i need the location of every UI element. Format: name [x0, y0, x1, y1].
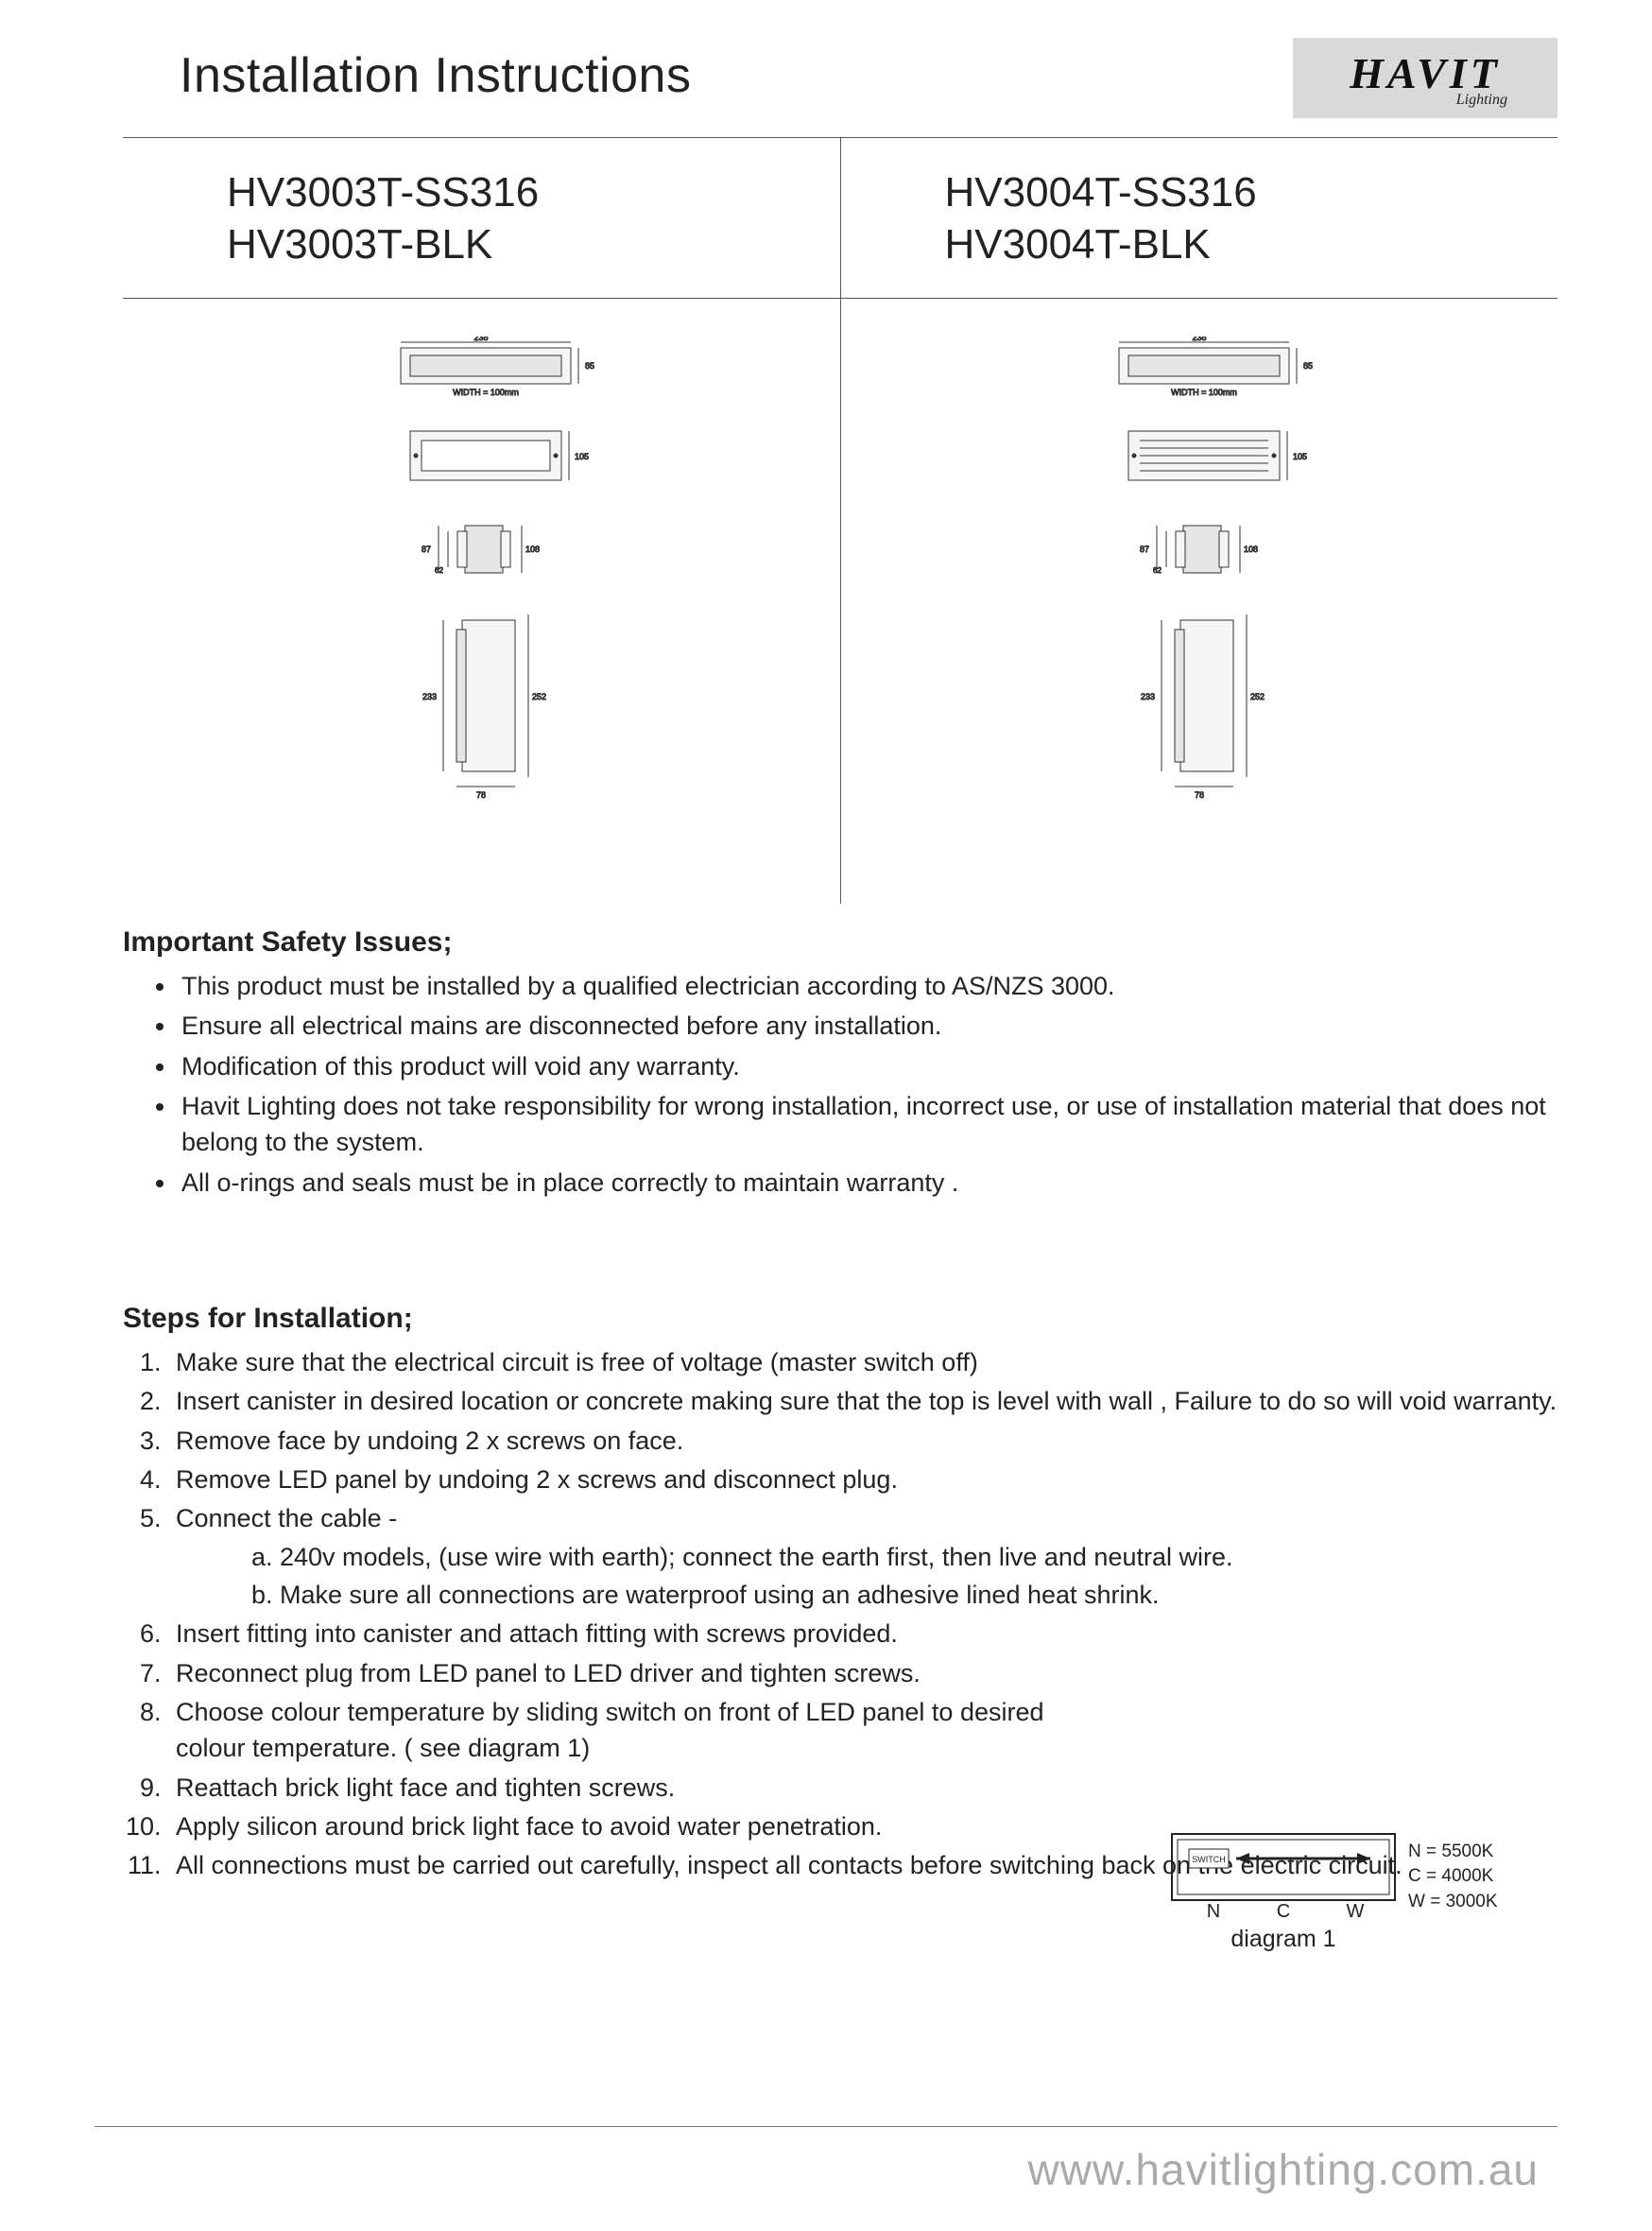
safety-item: Havit Lighting does not take responsibil…	[178, 1088, 1557, 1161]
safety-heading: Important Safety Issues;	[123, 926, 1557, 959]
svg-text:238: 238	[1192, 337, 1206, 342]
step-item: Connect the cable - 240v models, (use wi…	[168, 1500, 1557, 1613]
footer-divider	[95, 2126, 1557, 2127]
safety-item: This product must be installed by a qual…	[178, 968, 1557, 1004]
svg-text:233: 233	[1141, 692, 1155, 701]
svg-text:85: 85	[585, 361, 594, 371]
technical-drawings-row: 238 85 WIDTH = 100mm 105	[123, 299, 1557, 904]
tech-drawing-hv3004: 238 85 WIDTH = 100mm	[1053, 337, 1346, 866]
step-sub-item: 240v models, (use wire with earth); conn…	[280, 1539, 1557, 1575]
model-number: HV3003T-SS316	[227, 166, 821, 218]
switch-diagram: SWITCH N C W N = 5500K C = 4000K W = 300…	[1170, 1832, 1529, 1953]
switch-legend: N = 5500K C = 4000K W = 3000K	[1408, 1840, 1498, 1915]
svg-text:N: N	[1207, 1901, 1220, 1922]
step-item: Make sure that the electrical circuit is…	[168, 1344, 1557, 1380]
steps-heading: Steps for Installation;	[123, 1303, 1557, 1335]
svg-text:108: 108	[1244, 545, 1258, 554]
footer-url: www.havitlighting.com.au	[1028, 2144, 1539, 2195]
steps-list: Make sure that the electrical circuit is…	[123, 1344, 1557, 1884]
svg-text:78: 78	[476, 790, 486, 800]
step-sub-item: Make sure all connections are waterproof…	[280, 1577, 1557, 1613]
step-item: Remove LED panel by undoing 2 x screws a…	[168, 1461, 1557, 1497]
svg-text:105: 105	[1293, 452, 1307, 461]
tech-drawing-hv3003: 238 85 WIDTH = 100mm 105	[335, 337, 628, 866]
model-number: HV3004T-SS316	[945, 166, 1540, 218]
logo-text: HAVIT	[1316, 52, 1534, 95]
step-item: Insert fitting into canister and attach …	[168, 1616, 1557, 1652]
svg-text:WIDTH = 100mm: WIDTH = 100mm	[453, 388, 519, 397]
svg-text:108: 108	[525, 545, 540, 554]
svg-text:233: 233	[422, 692, 437, 701]
safety-item: Ensure all electrical mains are disconne…	[178, 1008, 1557, 1044]
svg-text:252: 252	[1250, 692, 1265, 701]
safety-item: Modification of this product will void a…	[178, 1048, 1557, 1084]
svg-text:252: 252	[532, 692, 546, 701]
svg-text:WIDTH = 100mm: WIDTH = 100mm	[1171, 388, 1237, 397]
product-header-row: HV3003T-SS316 HV3003T-BLK HV3004T-SS316 …	[123, 138, 1557, 299]
svg-text:C: C	[1277, 1901, 1290, 1922]
svg-text:W: W	[1347, 1901, 1365, 1922]
svg-text:62: 62	[435, 566, 443, 575]
svg-text:87: 87	[422, 545, 431, 554]
step-item: Remove face by undoing 2 x screws on fac…	[168, 1423, 1557, 1459]
safety-list: This product must be installed by a qual…	[123, 968, 1557, 1201]
model-number: HV3004T-BLK	[945, 218, 1540, 270]
diagram-label: diagram 1	[1170, 1926, 1397, 1953]
step-item: Reconnect plug from LED panel to LED dri…	[168, 1655, 1557, 1691]
svg-text:238: 238	[474, 337, 489, 342]
svg-text:105: 105	[575, 452, 589, 461]
page-title: Installation Instructions	[180, 47, 691, 104]
svg-text:SWITCH: SWITCH	[1192, 1855, 1226, 1864]
brand-logo: HAVIT Lighting	[1293, 38, 1557, 118]
svg-text:78: 78	[1195, 790, 1204, 800]
model-number: HV3003T-BLK	[227, 218, 821, 270]
svg-text:85: 85	[1303, 361, 1313, 371]
svg-text:62: 62	[1153, 566, 1162, 575]
step-item: Reattach brick light face and tighten sc…	[168, 1770, 1557, 1806]
svg-text:87: 87	[1140, 545, 1149, 554]
step-item: Choose colour temperature by sliding swi…	[168, 1694, 1557, 1767]
step-item: Insert canister in desired location or c…	[168, 1383, 1557, 1419]
safety-item: All o-rings and seals must be in place c…	[178, 1165, 1557, 1201]
